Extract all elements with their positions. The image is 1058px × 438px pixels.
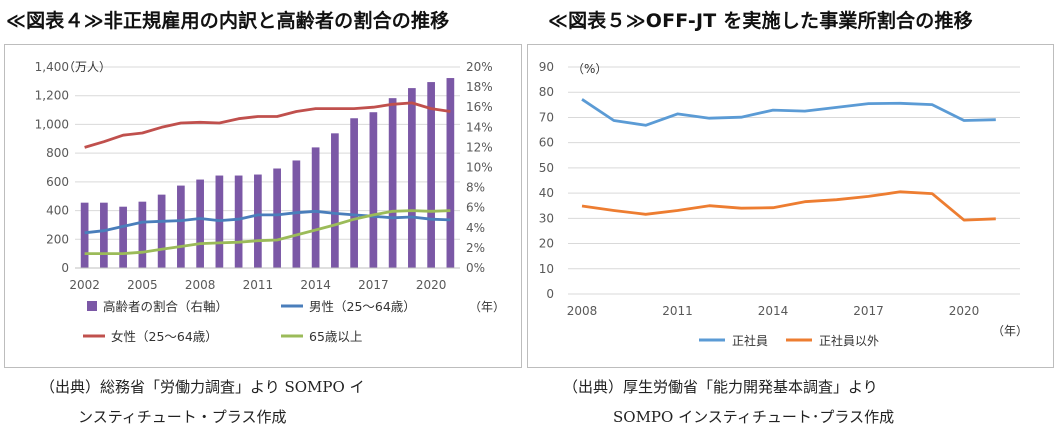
chart-panel-nonregular-employment: 0 200 400 600 800 1,000 1,200 1,400 0% 2% 4% 6% 8% 10…: [4, 44, 522, 368]
legend-label: 正社員: [732, 333, 768, 348]
bar-elderly-share-2002: [80, 202, 89, 268]
y-tick-label: 1,200: [35, 89, 69, 103]
legend-label: 65歳以上: [309, 329, 362, 344]
bar-elderly-share-2018: [388, 98, 397, 268]
x-tick-label: 2017: [853, 304, 884, 318]
line-series-s0: [581, 98, 996, 127]
figure4-title: ≪図表４≫非正規雇用の内訳と高齢者の割合の推移: [6, 10, 450, 32]
y2-tick-label: 0%: [466, 261, 485, 275]
legend-label: 高齢者の割合（右軸）: [103, 299, 228, 314]
y-tick-label: 0: [61, 261, 69, 275]
x-tick-label: 2014: [758, 304, 789, 318]
y2-tick-label: 12%: [466, 140, 493, 154]
y-axis-unit: （万人）: [63, 60, 111, 74]
x-tick-label: 2020: [416, 278, 447, 292]
bar-elderly-share-2003: [100, 202, 108, 268]
y2-tick-label: 18%: [466, 80, 493, 94]
y-tick-label: 1,400: [35, 60, 69, 74]
y2-tick-label: 2%: [466, 241, 485, 255]
legend-swatch-bar: [87, 301, 97, 311]
legend-label: 男性（25～64歳）: [309, 299, 416, 314]
y2-tick-label: 6%: [466, 201, 485, 215]
y-tick-label: 0: [546, 287, 554, 301]
bar-elderly-share-2021: [446, 78, 455, 269]
x-tick-label: 2011: [662, 304, 693, 318]
bar-elderly-share-2007: [177, 185, 185, 268]
x-tick-label: 2002: [69, 278, 100, 292]
y-axis-unit: （%）: [572, 62, 607, 76]
bar-elderly-share-2013: [292, 160, 301, 268]
y-tick-label: 80: [539, 85, 554, 99]
y2-tick-label: 14%: [466, 120, 493, 134]
x-tick-label: 2005: [127, 278, 158, 292]
y-tick-label: 10: [539, 262, 554, 276]
y-tick-label: 90: [539, 60, 554, 74]
bar-elderly-share-2017: [369, 112, 378, 268]
bar-elderly-share-2006: [157, 194, 166, 268]
y-tick-label: 400: [46, 204, 69, 218]
bar-elderly-share-2008: [196, 179, 204, 268]
y-tick-label: 800: [46, 146, 69, 160]
chart-panel-offjt: 0 10 20 30 40 50 60 70 80 90 （%） 2008 2011 2014 2017 20…: [527, 44, 1054, 368]
bar-elderly-share-2020: [427, 82, 435, 268]
source-note-left-line1: （出典）総務省「労働力調査」より SOMPO イ: [40, 378, 365, 396]
y2-tick-label: 4%: [466, 221, 485, 235]
line-series-s1: [581, 190, 996, 222]
bar-elderly-share-2005: [138, 201, 147, 268]
source-note-right-line2: SOMPO インスティチュート･プラス作成: [613, 408, 895, 426]
bar-elderly-share-2011: [254, 174, 262, 268]
y-tick-label: 40: [539, 186, 554, 200]
bar-elderly-share-2004: [119, 206, 127, 268]
x-tick-label: 2011: [243, 278, 274, 292]
y2-tick-label: 16%: [466, 100, 493, 114]
bar-elderly-share-2019: [408, 88, 416, 268]
bar-elderly-share-2015: [331, 133, 339, 268]
y-tick-label: 600: [46, 175, 69, 189]
y-tick-label: 30: [539, 211, 554, 225]
x-tick-label: 2020: [949, 304, 980, 318]
x-tick-label: 2008: [567, 304, 598, 318]
y-tick-label: 50: [539, 161, 554, 175]
bar-elderly-share-2016: [350, 118, 358, 268]
nonregular-employment-chart: 0 200 400 600 800 1,000 1,200 1,400 0% 2% 4% 6% 8% 10…: [35, 60, 505, 344]
figure5-title: ≪図表５≫OFF-JT を実施した事業所割合の推移: [548, 10, 973, 32]
y-tick-label: 1,000: [35, 117, 69, 131]
y2-tick-label: 10%: [466, 161, 493, 175]
x-axis-unit: （年）: [469, 300, 505, 314]
x-tick-label: 2014: [300, 278, 331, 292]
line-series-s2: [84, 101, 451, 149]
legend-label: 正社員以外: [819, 333, 879, 348]
y2-tick-label: 20%: [466, 60, 493, 74]
y-tick-label: 60: [539, 136, 554, 150]
line-series-s1: [84, 209, 451, 235]
line-series-s3: [84, 209, 451, 256]
offjt-chart: 0 10 20 30 40 50 60 70 80 90 （%） 2008 2011 2014 2017 20…: [539, 60, 1028, 348]
bar-elderly-share-2012: [273, 168, 281, 268]
source-note-right-line1: （出典）厚生労働省「能力開発基本調査」より: [563, 378, 878, 396]
legend-label: 女性（25～64歳）: [111, 329, 218, 344]
x-axis-unit: （年）: [992, 324, 1028, 338]
y-tick-label: 70: [539, 110, 554, 124]
x-tick-label: 2017: [358, 278, 389, 292]
bar-elderly-share-2010: [234, 175, 243, 268]
source-note-left-line2: ンスティチュート・プラス作成: [78, 408, 287, 426]
y2-tick-label: 8%: [466, 181, 485, 195]
x-tick-label: 2008: [185, 278, 216, 292]
y-tick-label: 20: [539, 237, 554, 251]
bar-elderly-share-2014: [311, 147, 320, 268]
y-tick-label: 200: [46, 232, 69, 246]
